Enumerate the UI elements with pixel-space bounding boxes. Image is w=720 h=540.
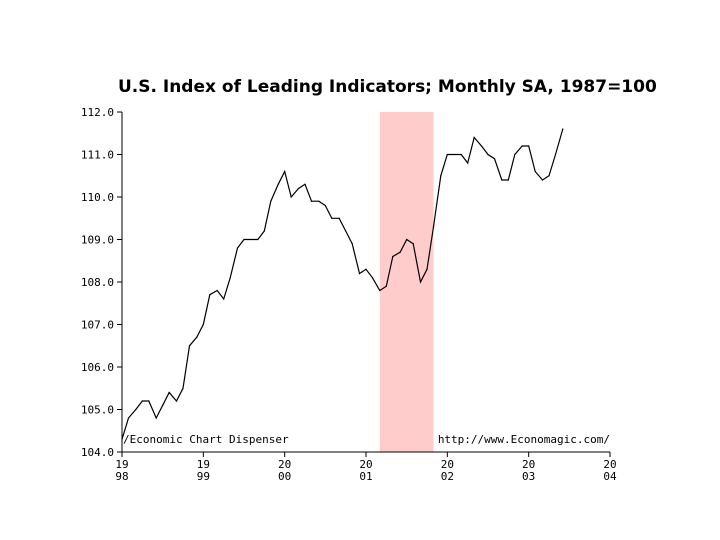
x-tick-label-bottom: 01 xyxy=(359,470,372,483)
y-axis-ticks: 104.0 105.0 106.0 107.0 108.0 109.0 110.0 111.0… xyxy=(81,106,122,459)
data-point xyxy=(440,175,442,177)
x-tick-label-bottom: 04 xyxy=(603,470,617,483)
data-point xyxy=(270,200,272,202)
data-point xyxy=(467,162,469,164)
data-point xyxy=(196,336,198,338)
y-tick-label: 109.0 xyxy=(81,234,114,247)
y-tick-label: 107.0 xyxy=(81,319,114,332)
data-point xyxy=(554,153,557,156)
data-point xyxy=(487,153,489,156)
data-point xyxy=(562,128,564,130)
data-point xyxy=(141,400,143,402)
data-point xyxy=(223,298,225,300)
data-point xyxy=(243,238,245,241)
y-tick-label: 108.0 xyxy=(81,276,114,289)
shaded-recession-band xyxy=(379,112,434,452)
data-point xyxy=(236,247,239,249)
data-point xyxy=(419,281,422,283)
data-point xyxy=(263,230,265,232)
data-point xyxy=(188,345,191,347)
data-point xyxy=(379,289,381,292)
x-tick-label-top: 20 xyxy=(359,458,372,471)
x-tick-label-bottom: 99 xyxy=(197,470,210,483)
data-point xyxy=(406,238,408,241)
data-point xyxy=(209,294,211,296)
right-annotation: http://www.Economagic.com/ xyxy=(438,433,610,446)
data-point xyxy=(385,285,387,287)
data-point xyxy=(541,179,544,181)
data-point xyxy=(399,251,401,253)
y-tick-label: 111.0 xyxy=(81,149,114,162)
data-point xyxy=(318,200,320,202)
y-tick-label: 110.0 xyxy=(81,191,114,204)
data-point xyxy=(446,153,448,156)
data-point xyxy=(284,170,286,173)
data-point xyxy=(135,408,137,411)
data-point xyxy=(528,145,530,147)
x-tick-label-top: 19 xyxy=(197,458,210,471)
data-point xyxy=(453,153,455,156)
data-point xyxy=(290,196,292,198)
x-tick-label-top: 19 xyxy=(115,458,128,471)
x-tick-label-bottom: 98 xyxy=(115,470,128,483)
x-tick-label-top: 20 xyxy=(278,458,291,471)
data-point xyxy=(507,179,509,181)
data-point xyxy=(202,323,204,326)
data-point xyxy=(358,272,361,275)
data-point xyxy=(426,268,428,270)
data-point xyxy=(155,417,157,419)
y-tick-label: 105.0 xyxy=(81,404,114,417)
data-point xyxy=(493,158,496,160)
data-point xyxy=(310,200,313,202)
data-point xyxy=(304,183,306,185)
data-point xyxy=(121,438,123,440)
data-point xyxy=(460,153,462,156)
data-point xyxy=(162,404,164,406)
data-point xyxy=(127,417,130,419)
data-point xyxy=(324,204,326,207)
data-point xyxy=(514,153,516,156)
data-point xyxy=(175,400,178,402)
data-point xyxy=(432,226,435,228)
data-point xyxy=(257,238,259,241)
y-tick-label: 106.0 xyxy=(81,361,114,374)
data-point xyxy=(501,179,503,181)
data-point xyxy=(249,238,252,241)
data-point xyxy=(412,243,414,245)
data-point xyxy=(182,387,184,389)
data-point xyxy=(229,277,231,279)
data-point xyxy=(371,277,374,279)
data-point xyxy=(338,217,340,219)
data-point xyxy=(168,391,170,394)
x-tick-label-bottom: 00 xyxy=(278,470,291,483)
x-tick-label-top: 20 xyxy=(603,458,616,471)
x-tick-label-bottom: 03 xyxy=(522,470,535,483)
data-point xyxy=(365,268,367,270)
data-point xyxy=(534,170,536,173)
x-tick-label-top: 20 xyxy=(522,458,535,471)
series-line xyxy=(121,128,564,440)
data-point xyxy=(351,243,353,245)
data-point xyxy=(392,255,394,258)
x-tick-label-top: 20 xyxy=(441,458,454,471)
data-point xyxy=(216,289,218,292)
left-annotation: /Economic Chart Dispenser xyxy=(123,433,289,446)
data-point xyxy=(548,175,550,177)
data-point xyxy=(480,145,483,147)
data-point xyxy=(331,217,333,219)
data-point xyxy=(297,187,300,190)
chart-title: U.S. Index of Leading Indicators; Monthl… xyxy=(118,77,657,97)
data-point xyxy=(148,400,150,402)
series-points xyxy=(121,128,564,440)
x-tick-label-bottom: 02 xyxy=(441,470,454,483)
data-point xyxy=(473,136,475,139)
data-point xyxy=(521,145,523,147)
data-point xyxy=(345,230,347,232)
data-point xyxy=(277,183,279,185)
y-tick-label: 104.0 xyxy=(81,446,114,459)
y-tick-label: 112.0 xyxy=(81,106,114,119)
